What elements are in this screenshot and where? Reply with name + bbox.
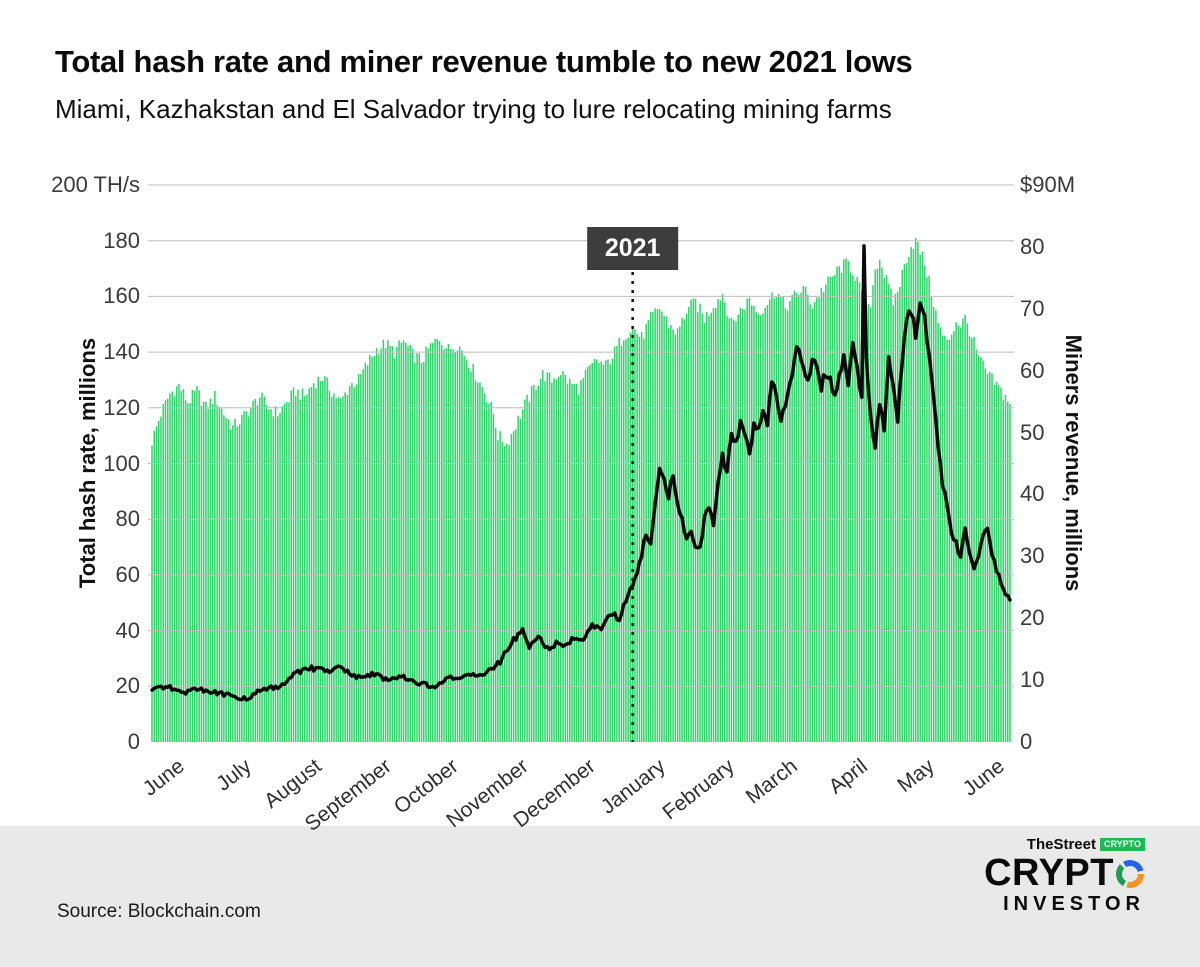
logo-crypto-row: CRYPT — [930, 853, 1145, 893]
y-axis-tick-left: 120 — [103, 394, 140, 420]
y-axis-tick-left: 180 — [103, 227, 140, 253]
y-axis-tick-left: 60 — [115, 561, 140, 587]
y-axis-tick-right: 40 — [1020, 481, 1045, 507]
y-axis-tick-right: 10 — [1020, 667, 1045, 693]
y-axis-tick-left: 140 — [103, 339, 140, 365]
y-axis-tick-right: 0 — [1020, 729, 1033, 754]
crypto-o-icon — [1116, 860, 1144, 888]
y-axis-tick-left: 160 — [103, 283, 140, 309]
annotation-badge: 2021 — [586, 227, 679, 270]
source-credit: Source: Blockchain.com — [57, 901, 261, 922]
page-title: Total hash rate and miner revenue tumble… — [55, 44, 913, 79]
y-axis-top-label-left: 200 TH/s — [51, 172, 140, 197]
crypto-badge: CRYPTO — [1099, 838, 1145, 851]
footer-band — [0, 826, 1200, 967]
y-axis-tick-right: 20 — [1020, 605, 1045, 631]
right-axis-title: Miners revenue, millions — [1061, 334, 1086, 592]
left-axis-title: Total hash rate, millions — [75, 337, 100, 589]
revenue-line — [150, 244, 1012, 702]
y-axis-tick-left: 100 — [103, 450, 140, 476]
crypto-investor-logo: TheStreet CRYPTO CRYPT INVESTOR — [930, 836, 1145, 915]
y-axis-tick-left: 0 — [127, 729, 140, 754]
y-axis-tick-right: 60 — [1020, 357, 1045, 383]
thestreet-wordmark: TheStreet — [1026, 836, 1096, 853]
hash-rate-bars — [151, 237, 1011, 742]
y-axis-tick-right: 30 — [1020, 543, 1045, 569]
logo-thestreet-row: TheStreet CRYPTO — [930, 836, 1145, 853]
y-axis-tick-right: 80 — [1020, 233, 1045, 259]
y-axis-top-label-right: $90M — [1020, 172, 1076, 197]
page-subtitle: Miami, Kazhakstan and El Salvador trying… — [55, 94, 892, 124]
logo-investor-row: INVESTOR — [1003, 893, 1145, 915]
y-axis-tick-left: 40 — [115, 617, 140, 643]
y-axis-tick-left: 80 — [115, 506, 140, 532]
y-axis-tick-left: 20 — [115, 673, 140, 699]
y-axis-tick-right: 50 — [1020, 419, 1045, 445]
crypto-wordmark: CRYPT — [984, 852, 1114, 894]
y-axis-tick-right: 70 — [1020, 295, 1045, 321]
